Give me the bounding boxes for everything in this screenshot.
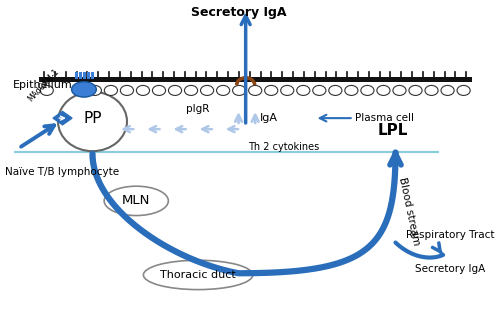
Ellipse shape xyxy=(409,85,422,95)
Ellipse shape xyxy=(345,85,358,95)
Polygon shape xyxy=(53,112,72,125)
Ellipse shape xyxy=(104,85,118,95)
Ellipse shape xyxy=(168,85,181,95)
Text: Naïve T/B lymphocyte: Naïve T/B lymphocyte xyxy=(6,167,119,177)
Text: Respiratory Tract: Respiratory Tract xyxy=(406,230,494,240)
Text: Th 2 cytokines: Th 2 cytokines xyxy=(248,142,320,152)
Ellipse shape xyxy=(144,260,253,289)
Ellipse shape xyxy=(232,85,245,95)
Text: MAdCAM-1: MAdCAM-1 xyxy=(26,67,61,104)
Text: Secretory IgA: Secretory IgA xyxy=(191,6,286,19)
Ellipse shape xyxy=(200,85,213,95)
Ellipse shape xyxy=(136,85,149,95)
Ellipse shape xyxy=(40,85,54,95)
Ellipse shape xyxy=(329,85,342,95)
Ellipse shape xyxy=(120,85,134,95)
Text: IgA: IgA xyxy=(260,113,278,123)
Text: Secretory IgA: Secretory IgA xyxy=(415,264,486,274)
Ellipse shape xyxy=(88,85,102,95)
Ellipse shape xyxy=(393,85,406,95)
Ellipse shape xyxy=(152,85,166,95)
Ellipse shape xyxy=(248,85,262,95)
Ellipse shape xyxy=(58,92,127,151)
Ellipse shape xyxy=(184,85,198,95)
Ellipse shape xyxy=(296,85,310,95)
Bar xyxy=(38,77,472,82)
Ellipse shape xyxy=(312,85,326,95)
Ellipse shape xyxy=(104,186,168,215)
Text: pIgR: pIgR xyxy=(186,104,210,114)
Ellipse shape xyxy=(361,85,374,95)
Ellipse shape xyxy=(72,82,96,97)
Text: Blood stream: Blood stream xyxy=(396,177,421,247)
Ellipse shape xyxy=(425,85,438,95)
Ellipse shape xyxy=(264,85,278,95)
Text: LPL: LPL xyxy=(378,123,408,138)
Text: MLN: MLN xyxy=(122,194,150,207)
Text: Thoracic duct: Thoracic duct xyxy=(160,270,236,280)
Ellipse shape xyxy=(216,85,230,95)
Text: Plasma cell: Plasma cell xyxy=(355,113,414,123)
Ellipse shape xyxy=(377,85,390,95)
Ellipse shape xyxy=(457,85,470,95)
Text: PP: PP xyxy=(83,111,102,126)
Ellipse shape xyxy=(441,85,454,95)
Text: Epithelium: Epithelium xyxy=(12,80,72,90)
Ellipse shape xyxy=(280,85,294,95)
